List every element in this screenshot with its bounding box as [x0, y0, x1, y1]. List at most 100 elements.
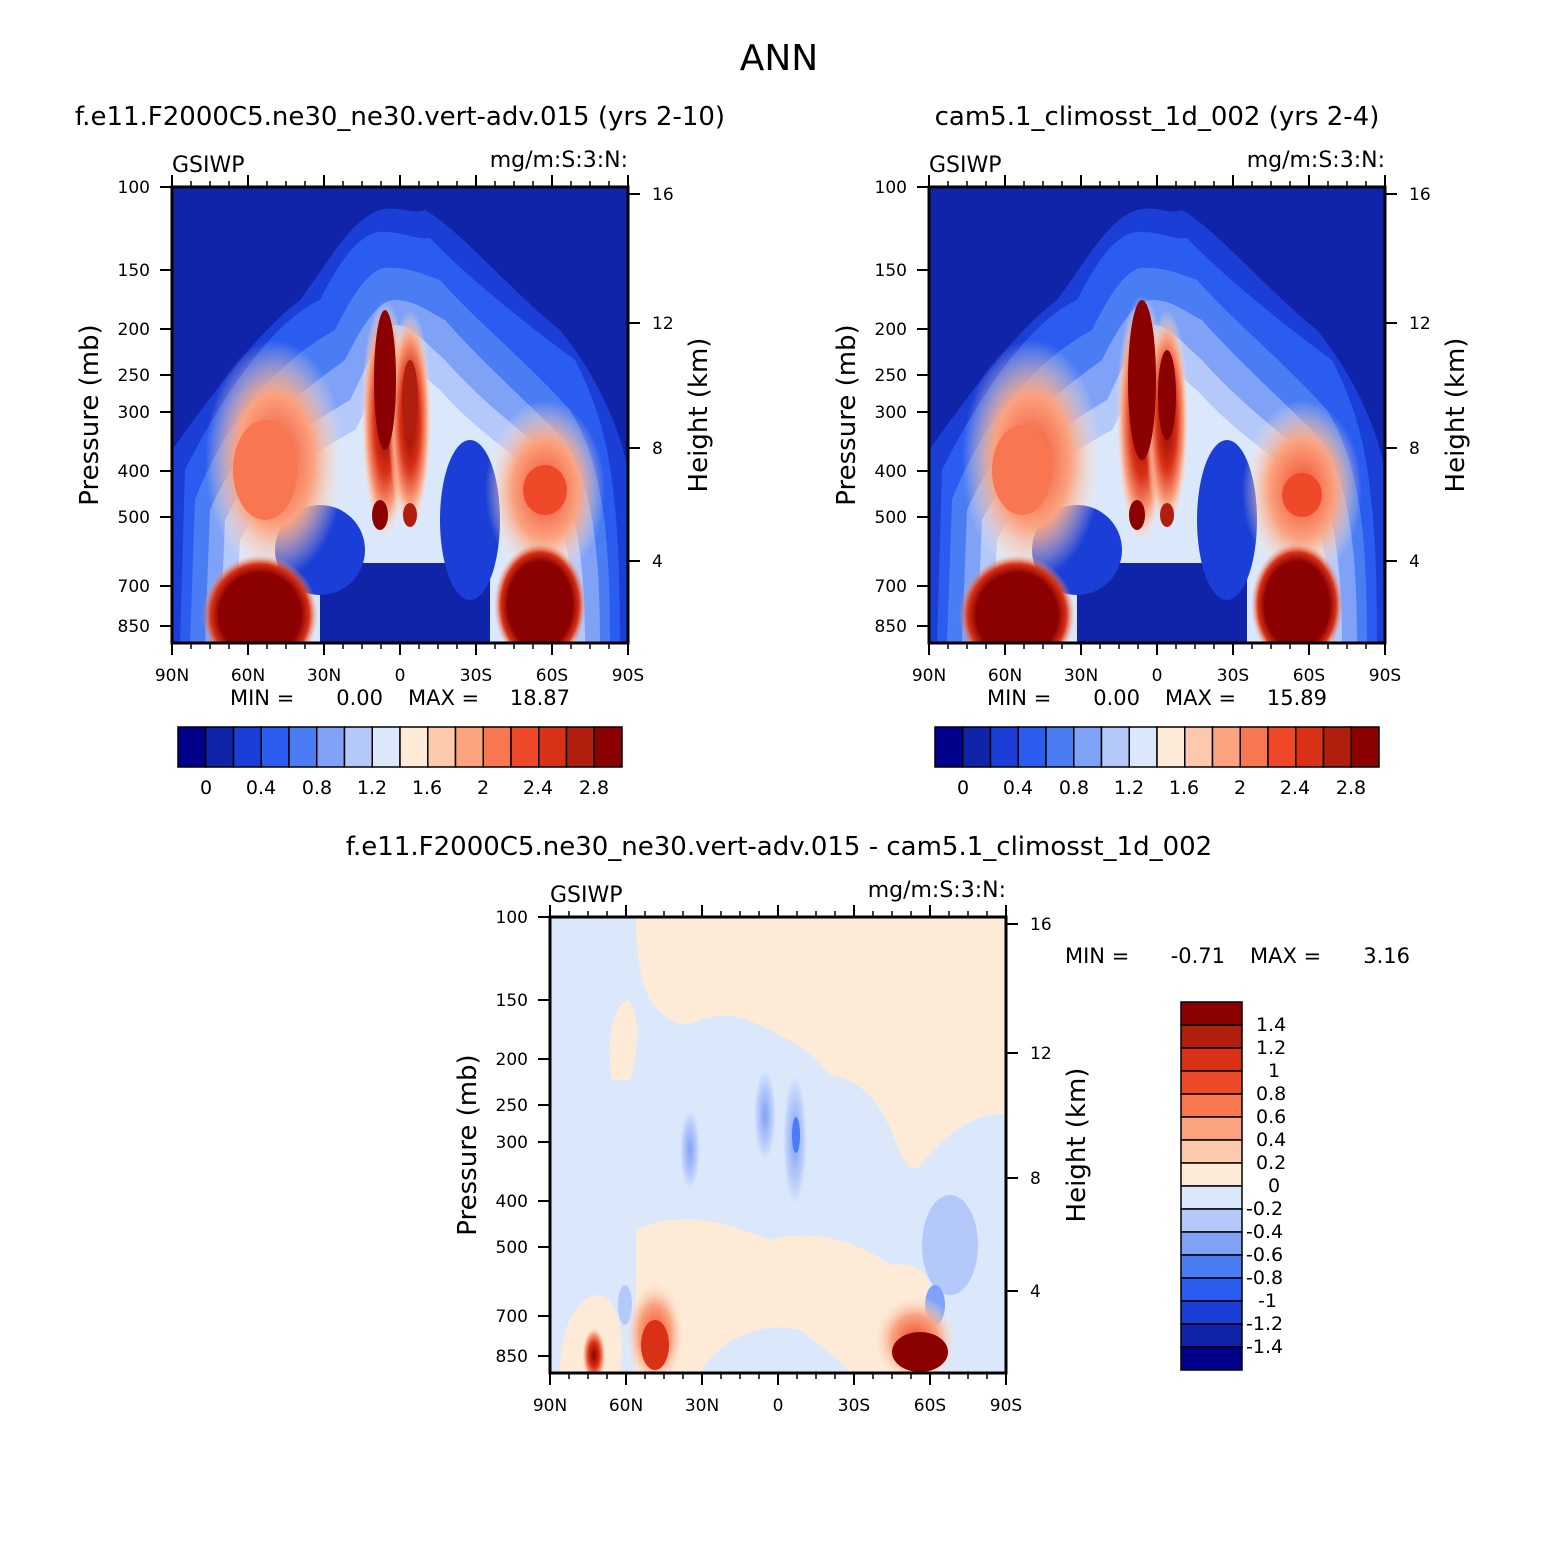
panel-3-max-value: 3.16 — [1363, 944, 1410, 968]
panel-2-xtick-label: 30N — [1064, 666, 1098, 686]
panel-3-colorbar-label: -0.6 — [1246, 1244, 1283, 1266]
panel-3-colorbar-box — [1180, 1231, 1243, 1256]
panel-3-ytick-label: 300 — [496, 1133, 528, 1153]
panel-3-colorbar-label: -1 — [1258, 1290, 1277, 1312]
panel-1-colorbar-label: 0.8 — [302, 777, 332, 799]
panel-3-colorbar-label: 1.4 — [1256, 1014, 1286, 1036]
panel-1-ytick-label: 500 — [118, 508, 150, 528]
panel-1-colorbar-box — [454, 726, 484, 768]
panel-1-max-value: 18.87 — [510, 686, 570, 710]
panel-2-ytick-label: 250 — [875, 366, 907, 386]
panel-1-xtick-label: 30S — [460, 666, 492, 686]
panel-2-ytick-label: 500 — [875, 508, 907, 528]
panel-2-colorbar-label: 1.6 — [1169, 777, 1199, 799]
panel-3-colorbar-label: -0.4 — [1246, 1221, 1283, 1243]
panel-2-colorbar-label: 2.8 — [1336, 777, 1366, 799]
panel-2-colorbar-box — [1295, 726, 1325, 768]
panel-2-right-tick-label: 12 — [1409, 314, 1431, 334]
panel-1-ylabel-right: Height (km) — [684, 338, 714, 493]
panel-2-colorbar-box — [1017, 726, 1047, 768]
panel-2-ytick-label: 100 — [875, 178, 907, 198]
panel-1-colorbar-box — [482, 726, 512, 768]
panel-3-right-tick-label: 4 — [1030, 1282, 1041, 1302]
panel-3-colorbar-box — [1180, 1024, 1243, 1049]
panel-2-colorbar-label: 1.2 — [1114, 777, 1144, 799]
panel-2-colorbar-box — [1100, 726, 1130, 768]
panel-2-colorbar-box — [1350, 726, 1380, 768]
panel-2-colorbar-box — [1184, 726, 1214, 768]
panel-3-colorbar-label: 0.6 — [1256, 1106, 1286, 1128]
panel-3-min-label: MIN = — [1065, 944, 1129, 968]
panel-3-ylabel: Pressure (mb) — [453, 1054, 483, 1235]
panel-1-ytick-label: 200 — [118, 320, 150, 340]
panel-2-title: cam5.1_climosst_1d_002 (yrs 2-4) — [935, 102, 1380, 132]
panel-3-colorbar-box — [1180, 1162, 1243, 1187]
panel-3-colorbar-label: -1.2 — [1246, 1313, 1283, 1335]
panel-2-xtick-label: 30S — [1217, 666, 1249, 686]
panel-3-ytick-label: 250 — [496, 1096, 528, 1116]
panel-3-colorbar-label: 1.2 — [1256, 1037, 1286, 1059]
panel-3-xtick-label: 30N — [685, 1396, 719, 1416]
panel-1-colorbar-label: 2 — [477, 777, 489, 799]
panel-3-ylabel-right: Height (km) — [1062, 1068, 1092, 1223]
panel-1-colorbar-box — [316, 726, 346, 768]
panel-2-colorbar-box — [962, 726, 992, 768]
panel-2-left-label: GSIWP — [929, 153, 1002, 178]
panel-2-colorbar-box — [1045, 726, 1075, 768]
panel-3-title: f.e11.F2000C5.ne30_ne30.vert-adv.015 - c… — [346, 832, 1212, 862]
panel-1-colorbar-box — [177, 726, 207, 768]
panel-2-max-value: 15.89 — [1267, 686, 1327, 710]
panel-1-units: mg/m:S:3:N: — [490, 148, 628, 173]
panel-1-xtick-label: 90N — [155, 666, 189, 686]
panel-2-colorbar-label: 0.4 — [1003, 777, 1033, 799]
panel-3-colorbar-box — [1180, 1254, 1243, 1279]
panel-1-colorbar-box — [510, 726, 540, 768]
panel-3-ytick-label: 400 — [496, 1192, 528, 1212]
panel-1: f.e11.F2000C5.ne30_ne30.vert-adv.015 (yr… — [75, 102, 725, 799]
panel-2-min-value: 0.00 — [1093, 686, 1140, 710]
panel-1-colorbar-label: 1.6 — [412, 777, 442, 799]
panel-2-colorbar-label: 2 — [1234, 777, 1246, 799]
panel-1-colorbar-box — [205, 726, 235, 768]
panel-1-xtick-label: 60N — [231, 666, 265, 686]
panel-3-right-tick-label: 16 — [1030, 915, 1052, 935]
panel-3-right-tick-label: 8 — [1030, 1169, 1041, 1189]
panel-3-ytick-label: 150 — [496, 991, 528, 1011]
panel-1-colorbar-box — [371, 726, 401, 768]
panel-1-ytick-label: 150 — [118, 261, 150, 281]
panel-2-colorbar-box — [1156, 726, 1186, 768]
panel-3-ytick-label: 100 — [496, 908, 528, 928]
panel-1-ytick-label: 700 — [118, 577, 150, 597]
panel-1-colorbar-label: 2.4 — [523, 777, 553, 799]
panel-3-colorbar-label: 0 — [1268, 1175, 1280, 1197]
panel-3-left-label: GSIWP — [550, 883, 623, 908]
panel-1-right-tick-label: 4 — [652, 552, 663, 572]
panel-3-min-value: -0.71 — [1171, 944, 1225, 968]
panel-2-colorbar-box — [934, 726, 964, 768]
panel-2-right-tick-label: 16 — [1409, 185, 1431, 205]
panel-3-xtick-label: 60N — [609, 1396, 643, 1416]
panel-3-xtick-label: 0 — [773, 1396, 784, 1416]
panel-1-max-label: MAX = — [408, 686, 479, 710]
panel-3-colorbar-box — [1180, 1001, 1243, 1026]
panel-1-colorbar-box — [427, 726, 457, 768]
panel-2-colorbar-box — [1267, 726, 1297, 768]
panel-1-ytick-label: 100 — [118, 178, 150, 198]
panel-2-colorbar-box — [1211, 726, 1241, 768]
panel-3-colorbar-label: 1 — [1268, 1060, 1280, 1082]
panel-3-colorbar-label: 0.2 — [1256, 1152, 1286, 1174]
panel-3-max-label: MAX = — [1250, 944, 1321, 968]
panel-2-colorbar-label: 0.8 — [1059, 777, 1089, 799]
panel-2-right-tick-label: 4 — [1409, 552, 1420, 572]
panel-2-ytick-label: 400 — [875, 462, 907, 482]
panel-3-colorbar-box — [1180, 1185, 1243, 1210]
panel-2-colorbar-label: 0 — [957, 777, 969, 799]
panel-1-colorbar-box — [399, 726, 429, 768]
panel-1-ytick-label: 250 — [118, 366, 150, 386]
panel-1-right-tick-label: 8 — [652, 439, 663, 459]
panel-1-min-label: MIN = — [230, 686, 294, 710]
panel-2-colorbar-box — [1073, 726, 1103, 768]
panel-1-left-label: GSIWP — [172, 153, 245, 178]
panel-2-ytick-label: 200 — [875, 320, 907, 340]
